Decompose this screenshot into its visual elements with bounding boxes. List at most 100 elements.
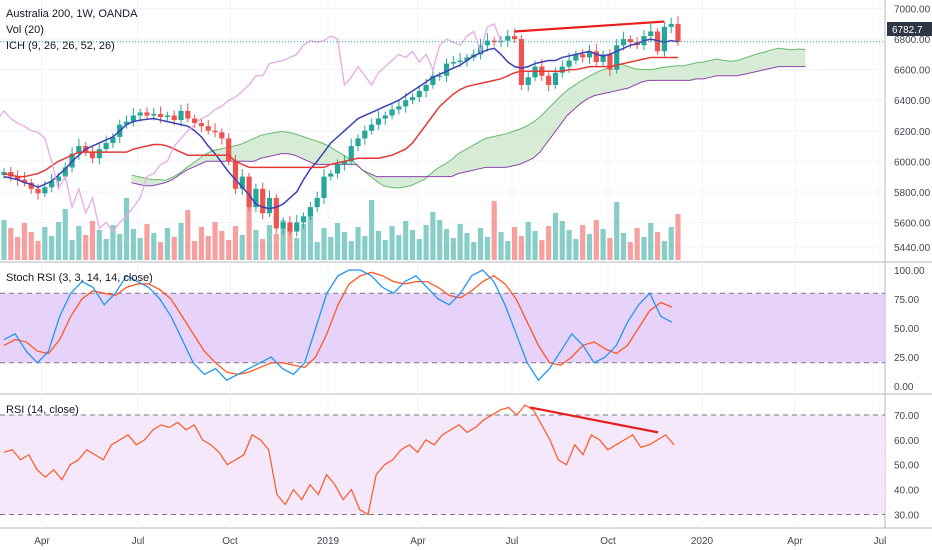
price-tick-label: 5600.00 [894, 218, 931, 229]
leading-span-b [131, 66, 806, 187]
candle-body [403, 100, 409, 107]
volume-bars [1, 198, 681, 260]
time-tick-label: Apr [34, 536, 50, 547]
volume-bar [457, 224, 463, 260]
volume-bar [491, 201, 497, 260]
rsi-tick-label: 40.00 [894, 486, 919, 497]
volume-bar [307, 211, 313, 260]
candle-body [192, 118, 198, 124]
volume-bar [300, 224, 307, 260]
candle-body [614, 45, 620, 70]
volume-bar [226, 240, 232, 260]
time-tick-label: 2020 [691, 536, 714, 547]
volume-bar [607, 238, 613, 260]
volume-bar [321, 228, 327, 260]
stoch-k-line [3, 269, 673, 382]
volume-bar [430, 212, 436, 260]
volume-bar [546, 226, 552, 260]
candle-body [110, 136, 116, 143]
candle-body [416, 91, 422, 98]
current-price-label: 6782.7 [892, 25, 923, 36]
candle-body [314, 197, 320, 208]
volume-bar [348, 241, 354, 260]
candle-body [437, 75, 443, 77]
lagging-span [0, 22, 502, 233]
volume-bar [505, 241, 511, 260]
candle-body [450, 62, 456, 64]
time-tick-label: Jul [132, 536, 145, 547]
candle-body [219, 132, 225, 139]
stoch-tick-label: 0.00 [894, 382, 914, 393]
candle-body [212, 130, 218, 133]
volume-bar [151, 233, 157, 260]
volume-bar [96, 230, 102, 260]
candle-body [457, 60, 463, 63]
candle-body [600, 54, 606, 63]
candle-body [552, 72, 559, 85]
volume-bar [634, 228, 640, 260]
time-tick-label: Apr [410, 536, 426, 547]
candle-body [144, 112, 150, 116]
volume-bar [573, 239, 579, 260]
candle-body [226, 138, 232, 162]
volume-bar [49, 236, 55, 260]
volume-bar [144, 224, 150, 260]
time-tick-label: Jul [874, 536, 887, 547]
candle-body [28, 182, 34, 189]
stoch-tick-label: 25.00 [894, 353, 919, 364]
candle-body [35, 188, 41, 194]
volume-bar [198, 227, 205, 260]
volume-bar [287, 229, 293, 260]
candle-body [76, 146, 82, 154]
volume-bar [178, 223, 184, 260]
candle-body [607, 54, 613, 70]
candle-body [55, 176, 62, 182]
candle-body [627, 39, 633, 43]
candle-body [648, 31, 654, 37]
volume-bar [130, 229, 136, 260]
candle-body [300, 216, 307, 223]
candle-body [178, 110, 184, 121]
volume-bar [423, 225, 429, 260]
volume-bar [205, 236, 211, 260]
volume-bar [512, 227, 518, 260]
candle-body [369, 124, 375, 131]
candle-body [375, 118, 382, 125]
candle-body [484, 40, 490, 46]
candle-body [307, 207, 313, 217]
volume-bar [498, 232, 504, 260]
candle-body [328, 173, 334, 177]
kumo-fill [131, 48, 806, 189]
candle-body [334, 164, 341, 174]
volume-bar [464, 233, 470, 260]
candle-body [287, 222, 293, 232]
volume-bar [620, 233, 627, 260]
time-tick-label: Oct [600, 536, 616, 547]
candle-body [532, 66, 538, 78]
stoch-tick-label: 50.00 [894, 324, 919, 335]
candle-body [396, 106, 402, 110]
volume-bar [164, 228, 170, 260]
price-tick-label: 5440.00 [894, 243, 931, 254]
candle-body [559, 66, 565, 73]
volume-bar [212, 222, 218, 260]
candle-body [593, 51, 599, 63]
volume-bar [580, 225, 586, 260]
price-divergence-line [514, 20, 665, 33]
candle-body [21, 179, 28, 183]
candle-body [341, 161, 348, 165]
stoch-band [0, 293, 885, 363]
candle-body [15, 176, 21, 180]
candle-body [586, 51, 593, 58]
rsi-tick-label: 60.00 [894, 436, 919, 447]
volume-bar [559, 221, 565, 260]
rsi-tick-label: 30.00 [894, 511, 919, 522]
volume-bar [239, 235, 245, 260]
leading-span-a [131, 47, 806, 189]
rsi-divergence-line [529, 406, 659, 434]
stoch-tick-label: 100.00 [894, 266, 925, 277]
candle-body [273, 197, 279, 229]
volume-bar [266, 225, 273, 260]
